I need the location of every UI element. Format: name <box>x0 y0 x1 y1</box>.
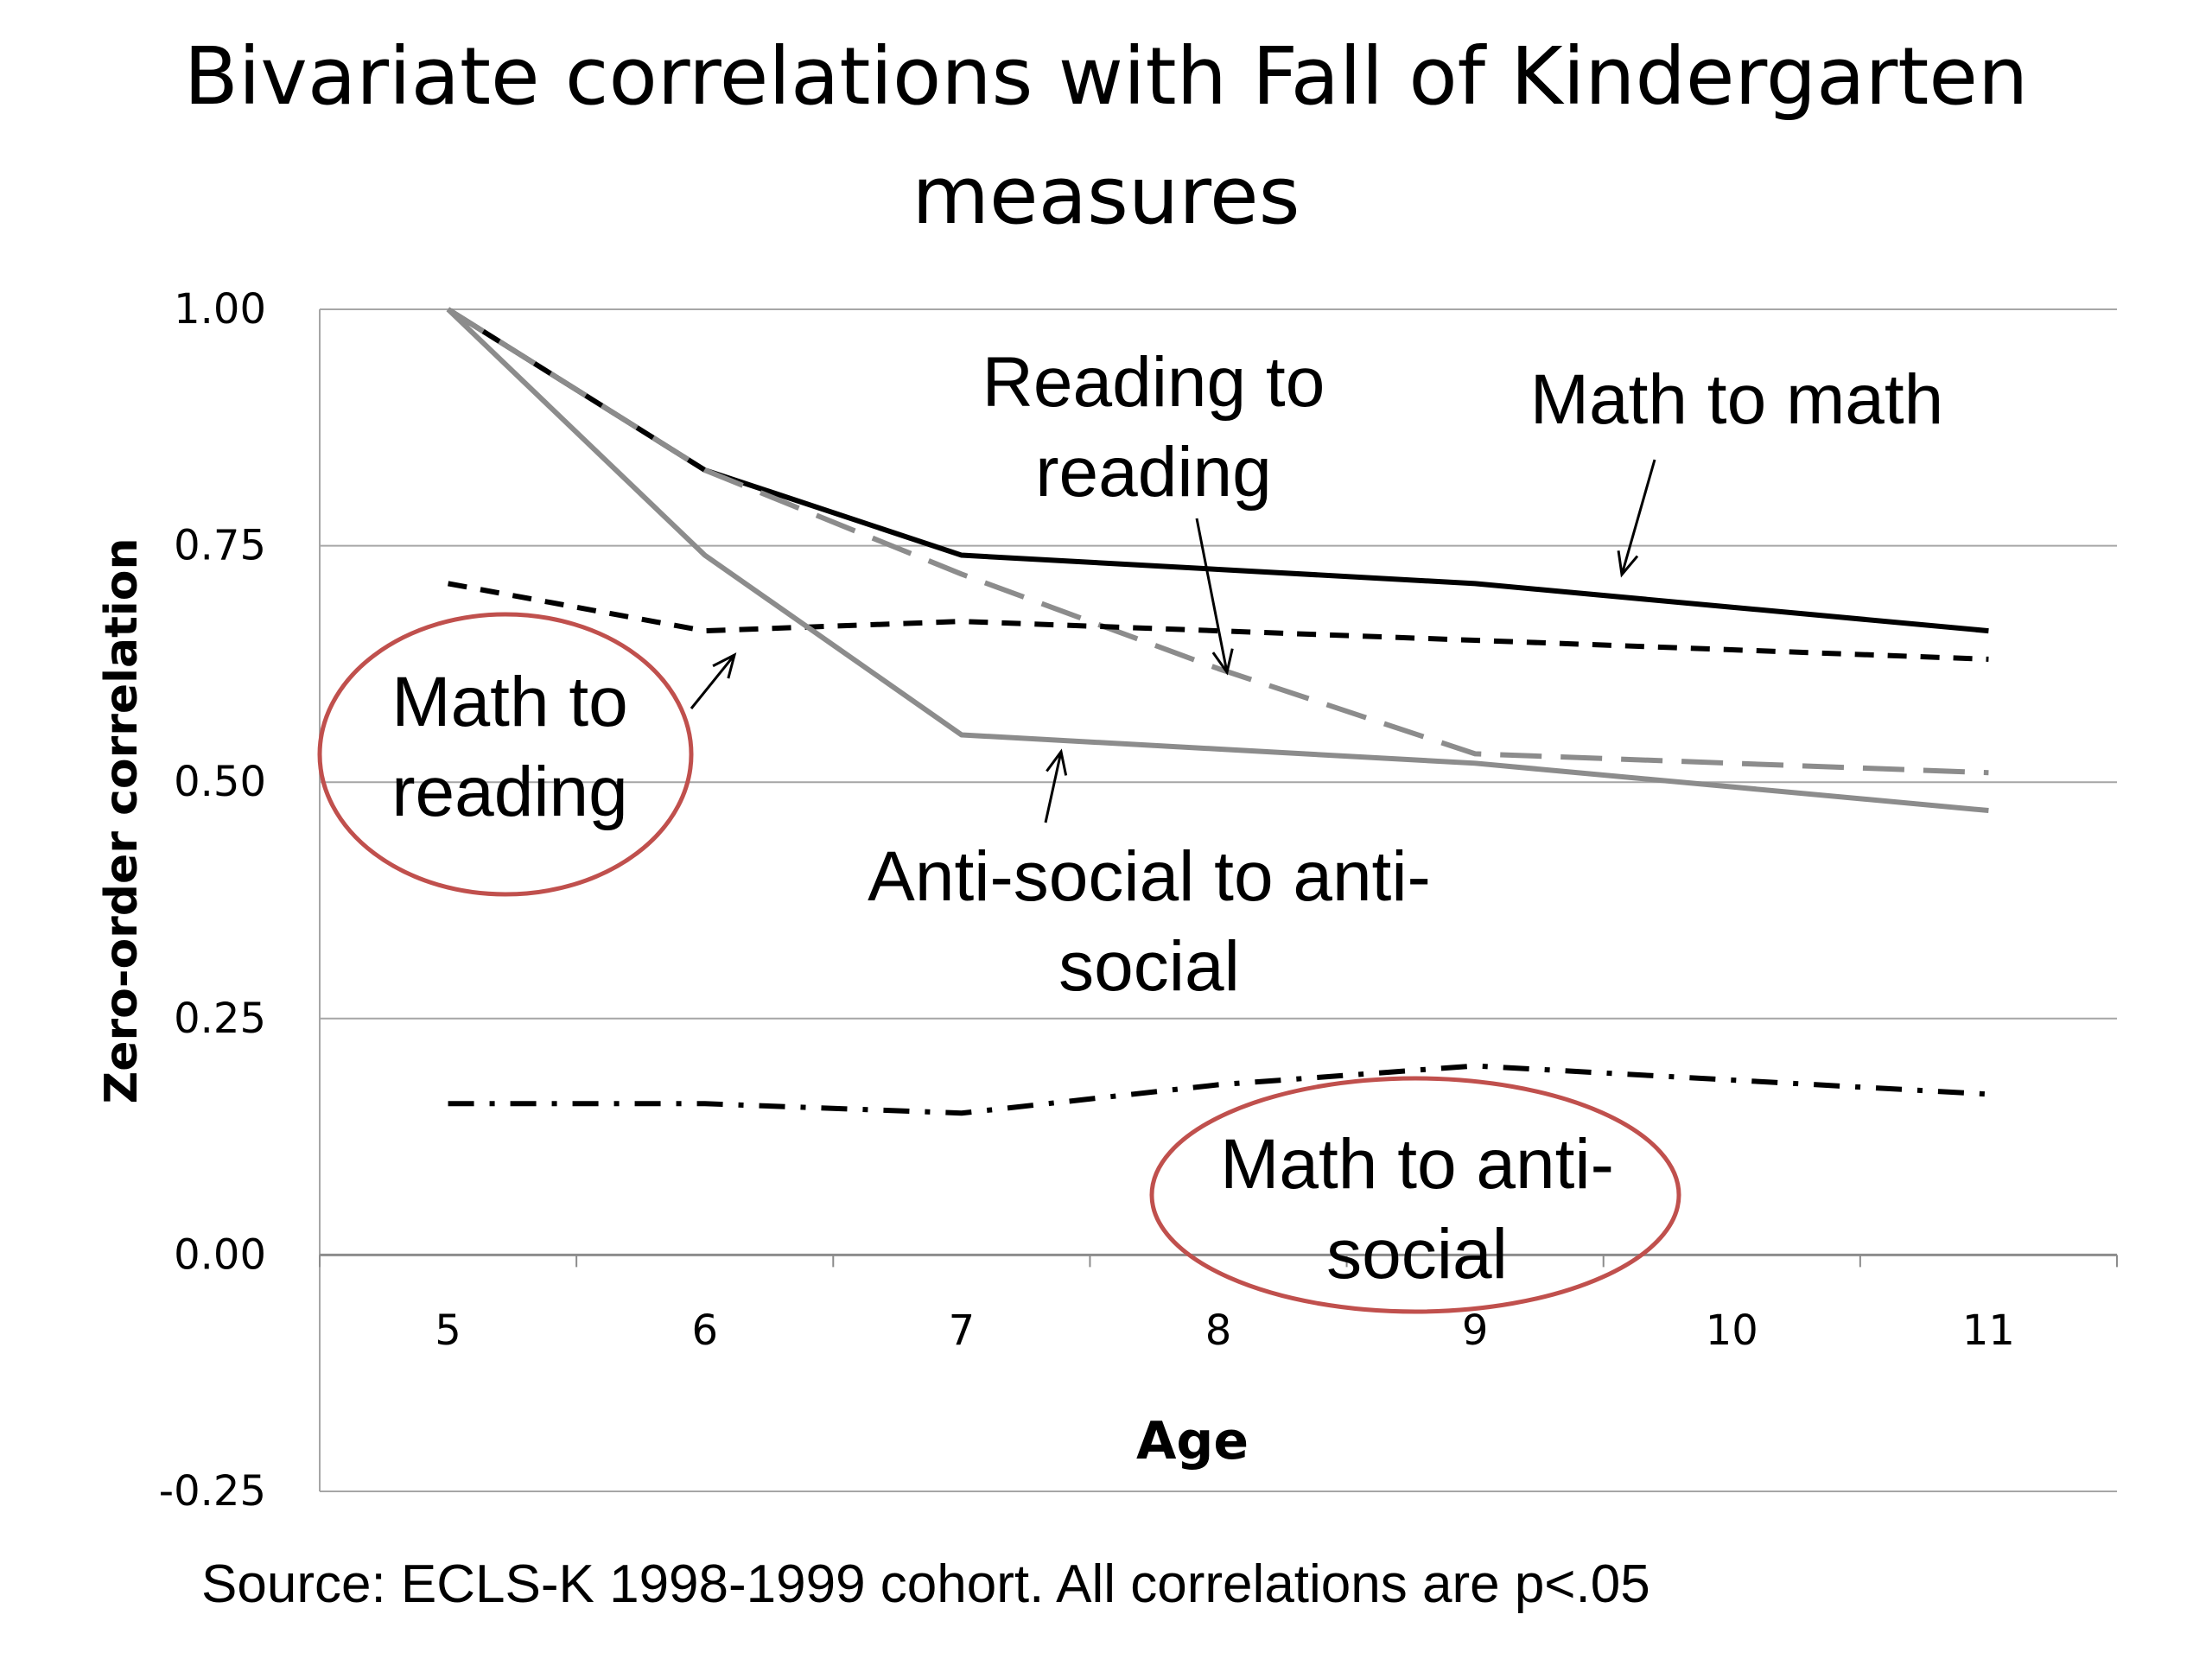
y-tick-labels: 1.00 0.75 0.50 0.25 0.00 -0.25 <box>159 285 266 1516</box>
series-lines <box>446 307 1989 1116</box>
series-label-math-to-anti-social: social <box>1326 1215 1508 1294</box>
series-line-reading-to-reading <box>446 307 1989 776</box>
arrow-math-to-math <box>1617 459 1656 578</box>
highlight-ellipse-math-to-reading <box>317 612 694 897</box>
annotations: Math to math Reading to reading Math to read… <box>317 343 1944 1314</box>
series-label-anti-social-to-anti-social: Anti-social to anti- <box>868 837 1431 916</box>
y-tick-label: -0.25 <box>159 1467 266 1516</box>
x-tick-label: 8 <box>1205 1306 1232 1355</box>
series-label-anti-social-to-anti-social: social <box>1058 927 1240 1006</box>
y-axis-label: Zero-order correlation <box>96 538 148 1104</box>
x-tick-label: 11 <box>1962 1306 2015 1355</box>
chart-title-line-1: Bivariate correlations with Fall of Kind… <box>183 30 2029 123</box>
chart-title-line-2: measures <box>912 149 1300 242</box>
highlight-ellipse-math-to-anti-social <box>1149 1076 1681 1314</box>
series-label-reading-to-reading: reading <box>1035 433 1272 512</box>
series-label-math-to-anti-social: Math to anti- <box>1220 1125 1614 1204</box>
y-tick-label: 1.00 <box>174 285 266 334</box>
series-line-math-to-anti-social <box>448 1063 1989 1116</box>
x-tick-labels: 5 6 7 8 9 10 11 <box>435 1306 2015 1355</box>
series-line-anti-social-to-anti-social <box>446 307 1989 814</box>
x-tick-label: 10 <box>1706 1306 1758 1355</box>
x-axis-label: Age <box>1136 1411 1249 1471</box>
x-tick-label: 5 <box>435 1306 461 1355</box>
y-tick-label: 0.50 <box>174 758 266 806</box>
series-label-math-to-math: Math to math <box>1530 360 1944 439</box>
series-line-math-to-reading <box>448 581 1989 662</box>
series-label-reading-to-reading: Reading to <box>982 343 1325 422</box>
source-note: Source: ECLS-K 1998-1999 cohort. All cor… <box>201 1554 1650 1614</box>
y-tick-label: 0.25 <box>174 995 266 1043</box>
grid-lines <box>320 308 2117 1020</box>
y-tick-label: 0.75 <box>174 522 266 570</box>
chart-title: Bivariate correlations with Fall of Kind… <box>0 17 2212 256</box>
x-tick-label: 7 <box>949 1306 976 1355</box>
x-tick-label: 6 <box>691 1306 718 1355</box>
x-tick-label: 9 <box>1462 1306 1489 1355</box>
y-tick-label: 0.00 <box>174 1230 266 1279</box>
series-label-math-to-reading: reading <box>391 753 628 831</box>
arrow-math-to-reading <box>690 652 737 709</box>
series-label-math-to-reading: Math to <box>391 663 627 741</box>
axes <box>319 309 2118 1492</box>
arrow-reading-to-reading <box>1195 518 1234 676</box>
arrow-anti-social <box>1044 748 1068 823</box>
